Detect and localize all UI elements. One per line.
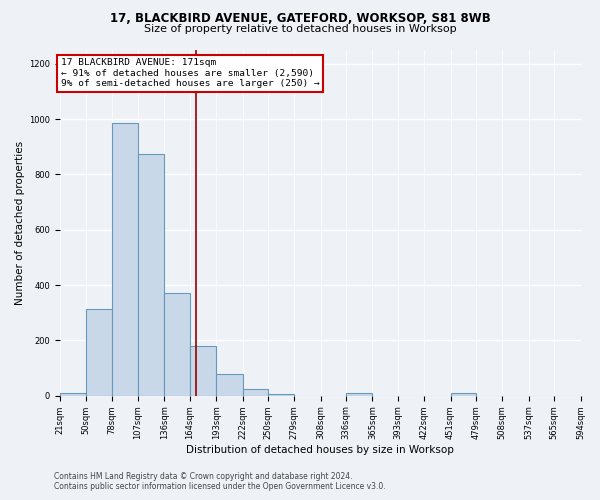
Bar — [60, 393, 86, 396]
Bar — [451, 393, 476, 396]
Text: Contains HM Land Registry data © Crown copyright and database right 2024.
Contai: Contains HM Land Registry data © Crown c… — [54, 472, 386, 491]
Bar — [164, 294, 190, 396]
Text: 17, BLACKBIRD AVENUE, GATEFORD, WORKSOP, S81 8WB: 17, BLACKBIRD AVENUE, GATEFORD, WORKSOP,… — [110, 12, 490, 26]
Bar — [138, 154, 164, 396]
Y-axis label: Number of detached properties: Number of detached properties — [15, 141, 25, 305]
Bar — [86, 308, 112, 396]
Text: Size of property relative to detached houses in Worksop: Size of property relative to detached ho… — [143, 24, 457, 34]
Bar — [346, 393, 373, 396]
Bar — [242, 389, 268, 396]
Bar — [112, 124, 138, 396]
X-axis label: Distribution of detached houses by size in Worksop: Distribution of detached houses by size … — [186, 445, 454, 455]
Text: 17 BLACKBIRD AVENUE: 171sqm
← 91% of detached houses are smaller (2,590)
9% of s: 17 BLACKBIRD AVENUE: 171sqm ← 91% of det… — [61, 58, 320, 88]
Bar — [216, 374, 242, 396]
Bar — [268, 394, 295, 396]
Bar — [190, 346, 216, 396]
